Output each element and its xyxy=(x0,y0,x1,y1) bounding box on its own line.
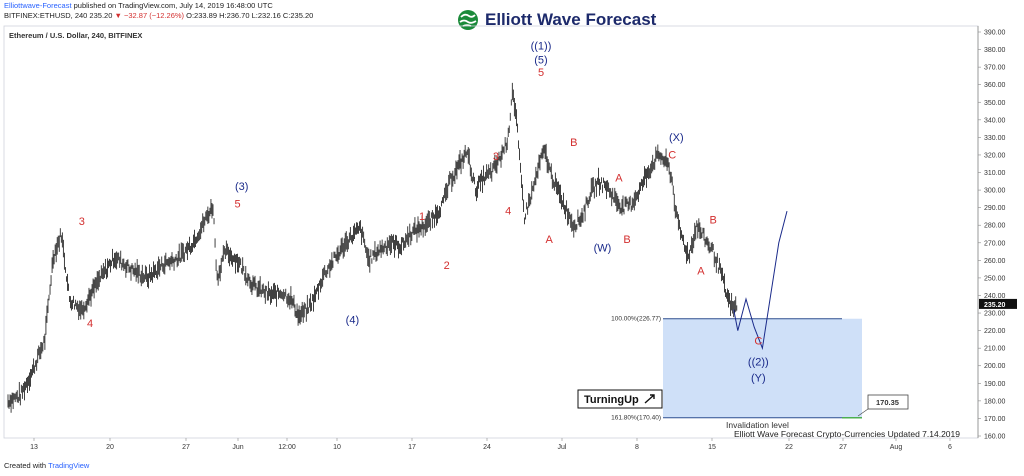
y-tick-label: 280.00 xyxy=(984,223,1006,230)
wave-label: C xyxy=(668,149,676,161)
y-tick-label: 210.00 xyxy=(984,346,1006,353)
fib-100-label: 100.00%(226.77) xyxy=(611,316,661,323)
x-tick-label: Aug xyxy=(890,444,903,451)
wave-label: (X) xyxy=(669,132,684,144)
x-tick-label: 17 xyxy=(408,444,416,451)
y-tick-label: 300.00 xyxy=(984,188,1006,195)
tradingview-link[interactable]: TradingView xyxy=(48,461,90,470)
y-tick-label: 270.00 xyxy=(984,240,1006,247)
wave-label: 2 xyxy=(444,260,450,272)
x-tick-label: 20 xyxy=(106,444,114,451)
last-price-label: 235.20 xyxy=(984,302,1006,309)
y-tick-label: 290.00 xyxy=(984,205,1006,212)
wave-label: 3 xyxy=(79,216,85,228)
created-with: Created with xyxy=(4,461,47,470)
turningup-label: TurningUp xyxy=(584,394,639,406)
x-tick-label: 24 xyxy=(483,444,491,451)
x-tick-label: 15 xyxy=(708,444,716,451)
symbol-info: BITFINEX:ETHUSD, 240 235.20 ▼ −32.87 (−1… xyxy=(4,11,313,20)
x-tick-label: 12:00 xyxy=(278,444,296,451)
y-tick-label: 320.00 xyxy=(984,152,1006,159)
chart-title: Ethereum / U.S. Dollar, 240, BITFINEX xyxy=(9,31,142,40)
y-tick-label: 200.00 xyxy=(984,363,1006,370)
y-tick-label: 190.00 xyxy=(984,381,1006,388)
wave-label: (W) xyxy=(594,243,612,255)
y-tick-label: 370.00 xyxy=(984,65,1006,72)
invalidation-value: 170.35 xyxy=(876,398,899,407)
wave-label: (Y) xyxy=(751,373,766,385)
y-tick-label: 350.00 xyxy=(984,100,1006,107)
turningup-box xyxy=(577,389,663,409)
x-tick-label: 27 xyxy=(839,444,847,451)
y-tick-label: 310.00 xyxy=(984,170,1006,177)
wave-label: 5 xyxy=(235,199,241,211)
y-tick-label: 240.00 xyxy=(984,293,1006,300)
wave-label: (4) xyxy=(346,315,359,327)
x-tick-label: 10 xyxy=(333,444,341,451)
y-tick-label: 340.00 xyxy=(984,117,1006,124)
wave-label: C xyxy=(754,336,762,348)
publisher-link[interactable]: Elliottwave-Forecast xyxy=(4,1,72,10)
callout-line xyxy=(857,408,869,417)
wave-label: 5 xyxy=(538,67,544,79)
publish-info: Elliottwave-Forecast published on Tradin… xyxy=(4,1,273,10)
wave-label: B xyxy=(710,214,717,226)
wave-label: 3 xyxy=(493,151,499,163)
y-tick-label: 220.00 xyxy=(984,328,1006,335)
wave-label: (3) xyxy=(235,181,248,193)
wave-label: A xyxy=(546,234,554,246)
invalidation-value-box xyxy=(867,394,909,410)
publish-date: published on TradingView.com, July 14, 2… xyxy=(73,1,273,10)
y-tick-label: 250.00 xyxy=(984,275,1006,282)
invalidation-label: Invalidation level xyxy=(726,420,789,430)
wave-label: B xyxy=(570,137,577,149)
wave-label: 4 xyxy=(87,318,93,330)
x-tick-label: 22 xyxy=(785,444,793,451)
wave-label: A xyxy=(697,265,705,277)
y-tick-label: 170.00 xyxy=(984,416,1006,423)
wave-label: ((2)) xyxy=(748,357,769,369)
y-tick-label: 260.00 xyxy=(984,258,1006,265)
y-tick-label: 160.00 xyxy=(984,434,1006,441)
brand-logo: Elliott Wave Forecast xyxy=(457,5,656,35)
projection-path xyxy=(733,211,788,351)
symbol-line: BITFINEX:ETHUSD, 240 235.20 xyxy=(4,11,113,20)
y-tick-label: 360.00 xyxy=(984,82,1006,89)
x-tick-label: 6 xyxy=(948,444,952,451)
y-tick-label: 230.00 xyxy=(984,311,1006,318)
y-tick-label: 390.00 xyxy=(984,30,1006,37)
ohlc-values: O:233.89 H:236.70 L:232.16 C:235.20 xyxy=(186,11,314,20)
footer-credit: Created with TradingView xyxy=(4,461,89,470)
y-tick-label: 330.00 xyxy=(984,135,1006,142)
y-tick-label: 380.00 xyxy=(984,47,1006,54)
price-change: ▼ −32.87 (−12.26%) xyxy=(114,11,185,20)
wave-label: ((1)) xyxy=(531,41,552,53)
last-price-badge xyxy=(979,298,1017,309)
wave-label: 4 xyxy=(505,206,511,218)
wave-label: A xyxy=(615,172,623,184)
arrow-up-right-icon xyxy=(644,394,655,404)
x-tick-label: Jun xyxy=(232,444,243,451)
wave-label: B xyxy=(623,234,630,246)
fib-161-label: 161.80%(170.40) xyxy=(611,415,661,422)
wave-label: (5) xyxy=(534,55,547,67)
y-tick-label: 180.00 xyxy=(984,398,1006,405)
x-tick-label: 27 xyxy=(182,444,190,451)
fib-target-zone xyxy=(663,318,862,418)
wave-label: 1 xyxy=(419,211,425,223)
x-tick-label: 13 xyxy=(30,444,38,451)
x-tick-label: 8 xyxy=(635,444,639,451)
updated-text: Elliott Wave Forecast Crypto-Currencies … xyxy=(734,429,960,439)
logo-text: Elliott Wave Forecast xyxy=(485,10,657,29)
x-tick-label: Jul xyxy=(558,444,567,451)
